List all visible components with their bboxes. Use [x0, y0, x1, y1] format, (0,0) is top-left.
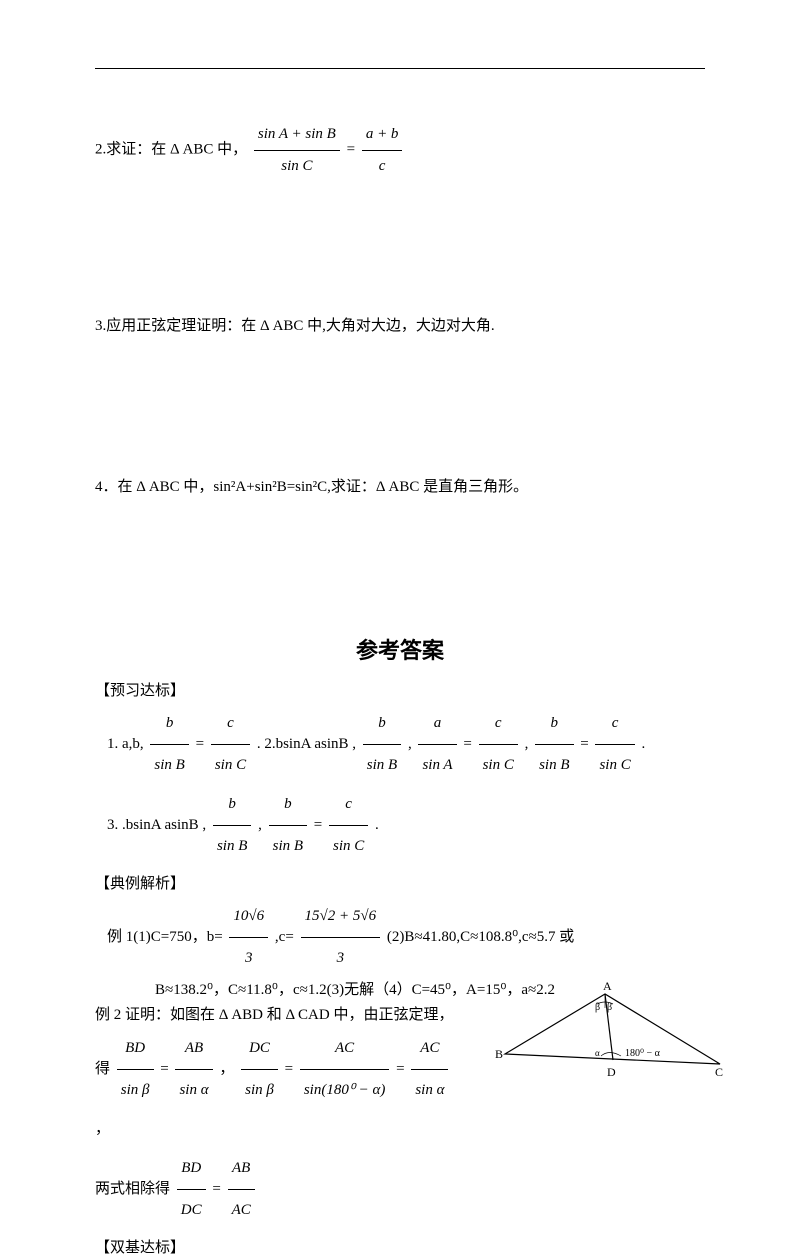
arc-alpha — [601, 1053, 621, 1057]
problem-3: 3.应用正弦定理证明：在 Δ ABC 中,大角对大边，大边对大角. — [95, 312, 705, 341]
fraction-rhs: a + b c — [362, 120, 403, 180]
equals-sign: = — [347, 141, 359, 157]
answers-title: 参考答案 — [95, 633, 705, 665]
label-180-minus-alpha: 180⁰ − α — [625, 1048, 661, 1059]
example-2-block: A B C D β β α 180⁰ − α 例 2 证明：如图在 Δ ABD … — [95, 1002, 705, 1230]
dual-heading: 【双基达标】 — [95, 1236, 705, 1257]
preview-answer-1: 1. a,b, bsin B = csin C . 2.bsinA asinB … — [95, 704, 705, 785]
triangle-diagram: A B C D β β α 180⁰ − α — [495, 982, 725, 1082]
top-horizontal-rule — [95, 68, 705, 69]
example-2-intro: 例 2 证明：如图在 Δ ABD 和 Δ CAD 中，由正弦定理， — [95, 1002, 465, 1029]
example-2-eq1: 得 BDsin β = ABsin α ， DCsin β = ACsin(18… — [95, 1029, 465, 1149]
example-heading: 【典例解析】 — [95, 872, 705, 893]
example-1-line1: 例 1(1)C=750，b= 10√63 ,c= 15√2 + 5√63 (2)… — [95, 897, 705, 978]
problem-3-text: 3.应用正弦定理证明：在 Δ ABC 中,大角对大边，大边对大角. — [95, 318, 495, 334]
problem-4-text: 4．在 Δ ABC 中，sin²A+sin²B=sin²C,求证：Δ ABC 是… — [95, 479, 528, 495]
label-B: B — [495, 1047, 503, 1061]
label-C: C — [715, 1065, 723, 1079]
problem-2: 2.求证：在 Δ ABC 中， sin A + sin B sin C = a … — [95, 120, 705, 180]
fraction-lhs: sin A + sin B sin C — [254, 120, 340, 180]
label-D: D — [607, 1065, 616, 1079]
preview-heading: 【预习达标】 — [95, 679, 705, 700]
problem-4: 4．在 Δ ABC 中，sin²A+sin²B=sin²C,求证：Δ ABC 是… — [95, 473, 705, 502]
problem-2-text: 2.求证：在 Δ ABC 中， — [95, 141, 247, 157]
label-beta-2: β — [607, 1002, 612, 1013]
preview-answer-3: 3. .bsinA asinB , bsin B , bsin B = csin… — [95, 785, 705, 866]
label-A: A — [603, 982, 612, 993]
label-alpha: α — [595, 1048, 600, 1058]
example-2-eq2: 两式相除得 BDDC = ABAC — [95, 1149, 465, 1230]
